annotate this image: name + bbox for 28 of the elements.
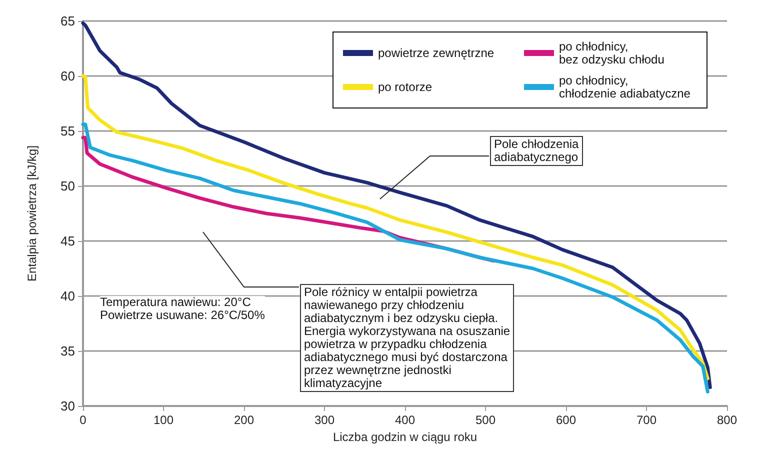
- x-tick-label: 200: [234, 413, 254, 427]
- x-tick-label: 400: [394, 413, 416, 427]
- y-tick-label: 35: [60, 344, 75, 358]
- y-tick-label: 45: [60, 234, 75, 248]
- y-tick-label: 50: [60, 178, 75, 194]
- legend-label: po rotorze: [378, 80, 432, 94]
- y-tick-label: 60: [60, 68, 75, 84]
- y-tick-label: 65: [60, 14, 75, 28]
- y-tick-label: 55: [60, 124, 75, 138]
- x-tick-label: 800: [716, 413, 738, 427]
- line-series: [81, 21, 712, 390]
- legend-label: po chłodnicy, chłodzenie adiabatyczne: [559, 74, 691, 100]
- annotation: Pole różnicy w entalpii powietrza nawiewanego przy chłodzeniu adiabatycznym i bez odzysku ciepła. Energia wykorzystywana na osuszanie powietrza w przypadku chłodzenia adiabatycznego musi być dostarczona przez wewnętrzne jednostki klimatyzacyjne: [300, 284, 514, 392]
- x-tick-label: 600: [556, 413, 576, 427]
- y-tick-label: 30: [60, 398, 75, 414]
- x-tick-label: 500: [475, 413, 496, 427]
- x-tick-label: 300: [314, 413, 335, 427]
- y-tick-label: 40: [60, 288, 75, 304]
- x-tick-label: 100: [153, 413, 174, 427]
- legend-label: po chłodnicy, bez odzysku chłodu: [559, 40, 664, 66]
- x-axis-title: Liczba godzin w ciągu roku: [332, 430, 478, 444]
- x-tick-label: 700: [636, 413, 657, 427]
- x-tick-label: 0: [80, 413, 87, 427]
- line-series: [81, 122, 710, 394]
- legend-label: powietrze zewnętrzne: [378, 46, 494, 60]
- annotation: Pole chłodzenia adiabatycznego: [490, 136, 583, 166]
- annotation: Temperatura nawiewu: 20°C Powietrze usuwane: 26°C/50%: [100, 295, 265, 322]
- y-axis-title: Entalpia powietrza [kJ/kg]: [25, 145, 39, 282]
